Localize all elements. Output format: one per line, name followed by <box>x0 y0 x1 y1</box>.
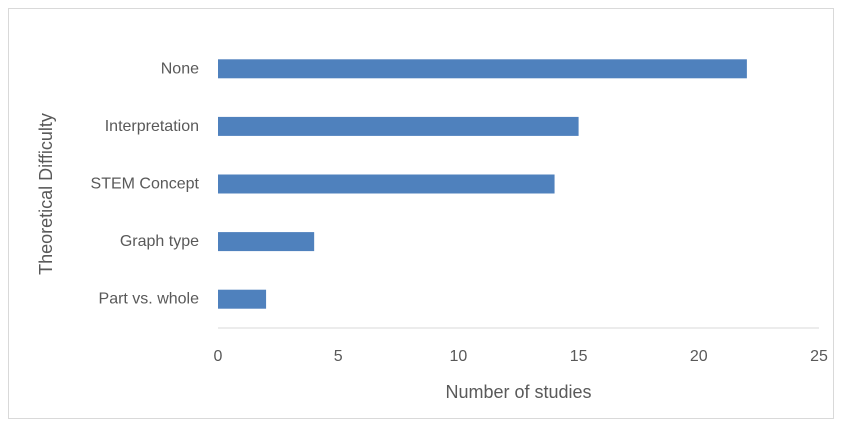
category-label: Interpretation <box>105 118 199 135</box>
x-tick-label: 0 <box>214 348 223 365</box>
bar-graph-type <box>218 232 315 252</box>
bar-interpretation <box>218 116 579 136</box>
bar-stem-concept <box>218 174 555 194</box>
x-tick-label: 15 <box>570 348 588 365</box>
bar-part-vs-whole <box>218 289 267 309</box>
category-label: Part vs. whole <box>99 291 200 308</box>
x-tick-label: 10 <box>450 348 468 365</box>
category-label: STEM Concept <box>91 176 200 193</box>
y-axis-title: Theoretical Difficulty <box>36 113 56 275</box>
category-labels: None Interpretation STEM Concept Graph type… <box>91 60 200 307</box>
x-tick-label: 5 <box>334 348 343 365</box>
category-label: None <box>161 60 199 77</box>
x-axis-title: Number of studies <box>445 382 591 402</box>
x-tick-labels: 0 5 10 15 20 25 <box>214 348 828 365</box>
x-tick-label: 25 <box>810 348 828 365</box>
bar-none <box>218 59 747 79</box>
bars-layer <box>218 59 747 309</box>
category-label: Graph type <box>120 233 199 250</box>
x-tick-label: 20 <box>690 348 708 365</box>
